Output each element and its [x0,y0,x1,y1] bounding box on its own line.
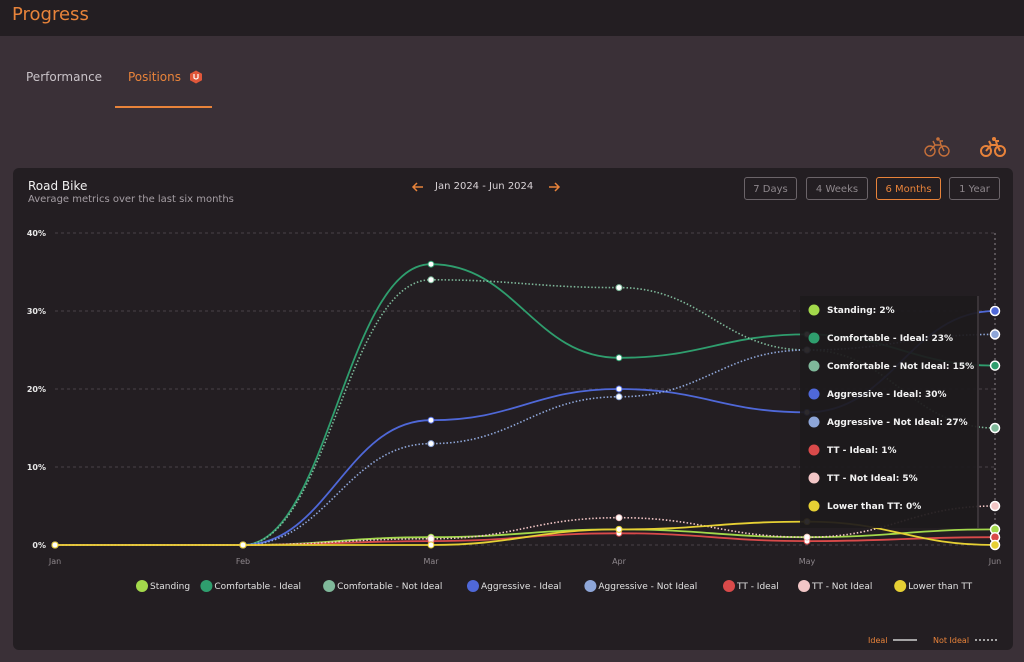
dotted-line-swatch [974,639,999,641]
tooltip-panel [800,296,978,528]
chart-subtitle: Average metrics over the last six months [28,194,234,205]
bike-icon-active[interactable] [980,136,1006,158]
legend-swatch [723,580,735,592]
tooltip-label: Comfortable - Ideal: 23% [827,334,953,344]
tab-positions-label: Positions [128,70,181,84]
tooltip-label: Aggressive - Ideal: 30% [827,390,947,400]
data-point [615,525,623,533]
date-range-label: Jan 2024 - Jun 2024 [435,181,534,192]
legend-label: TT - Not Ideal [811,582,872,592]
x-tick-label: Jan [48,557,61,566]
period-button-4-weeks[interactable]: 4 Weeks [806,177,868,200]
legend-swatch [200,580,213,592]
x-tick-label: Mar [423,557,439,566]
data-point [427,541,435,549]
data-point [615,393,623,401]
y-tick-label: 30% [27,307,46,316]
legend-swatch [136,580,148,592]
y-tick-label: 40% [27,229,46,238]
data-point [427,535,435,543]
legend-label: Comfortable - Ideal [214,582,301,592]
tooltip-swatch [808,332,820,344]
data-point [989,305,1001,317]
x-tick-label: Feb [236,557,250,566]
tooltip-swatch [808,416,820,428]
x-tick-label: May [799,557,816,566]
tooltip-label: Standing: 2% [827,306,895,316]
tooltip-swatch [808,444,820,456]
tooltip-label: Aggressive - Not Ideal: 27% [827,418,968,428]
x-tick-label: Apr [612,557,627,566]
data-point [989,539,1001,551]
tooltip-swatch [808,360,820,372]
tooltip-label: TT - Not Ideal: 5% [827,474,918,484]
data-point [51,541,59,549]
data-point [989,360,1001,371]
legend-label: Aggressive - Not Ideal [598,582,697,592]
x-tick-label: Jun [988,557,1002,566]
legend-swatch [584,580,597,592]
arrow-left-icon[interactable] [411,180,425,194]
tooltip-swatch [808,472,820,484]
data-point [803,533,811,541]
period-button-7-days[interactable]: 7 Days [744,177,797,200]
tooltip-swatch [808,304,820,316]
series-line [54,532,996,546]
arrow-right-icon[interactable] [547,180,561,194]
page-title: Progress [12,4,89,25]
tab-bar: Performance Positions [0,36,1024,118]
tooltip-label: Lower than TT: 0% [827,502,921,512]
data-point [239,541,247,549]
not-ideal-line-legend: Not Ideal [933,636,1002,645]
solid-line-swatch [893,639,918,641]
data-point [989,422,1001,434]
legend-label: Aggressive - Ideal [481,582,561,592]
bike-icon[interactable] [924,136,950,158]
legend-label: Lower than TT [908,582,972,592]
legend-swatch [467,580,479,592]
legend-swatch [798,580,810,592]
y-tick-label: 20% [27,385,46,394]
data-point [427,416,435,424]
tooltip-swatch [808,500,820,512]
legend-swatch [323,580,336,592]
legend-label: Standing [150,582,190,592]
tooltip-label: Comfortable - Not Ideal: 15% [827,362,974,372]
chart-title: Road Bike [28,179,88,193]
tab-positions[interactable]: Positions [128,70,203,84]
top-bar: Progress [0,0,1024,36]
data-point [989,500,1001,512]
y-tick-label: 0% [32,541,46,550]
data-point [615,354,623,362]
data-point [615,385,623,393]
data-point [427,440,435,448]
tab-performance[interactable]: Performance [26,70,103,84]
tooltip-swatch [808,388,820,400]
legend-label: Comfortable - Not Ideal [337,582,442,592]
ideal-line-legend: Ideal [868,636,920,645]
y-tick-label: 10% [27,463,46,472]
tooltip-label: TT - Ideal: 1% [827,446,897,456]
legend-label: TT - Ideal [736,582,779,592]
period-button-6-months[interactable]: 6 Months [876,177,941,200]
hexagon-badge-icon [189,70,202,84]
data-point [615,514,623,522]
not-ideal-legend-label: Not Ideal [933,636,970,645]
data-point [427,276,435,284]
series-line [54,278,996,546]
active-tab-indicator [115,106,212,108]
legend-swatch [894,580,907,592]
data-point [427,260,435,268]
data-point [615,284,623,292]
data-point [989,329,1001,340]
ideal-legend-label: Ideal [868,636,888,645]
period-button-1-year[interactable]: 1 Year [949,177,1000,200]
